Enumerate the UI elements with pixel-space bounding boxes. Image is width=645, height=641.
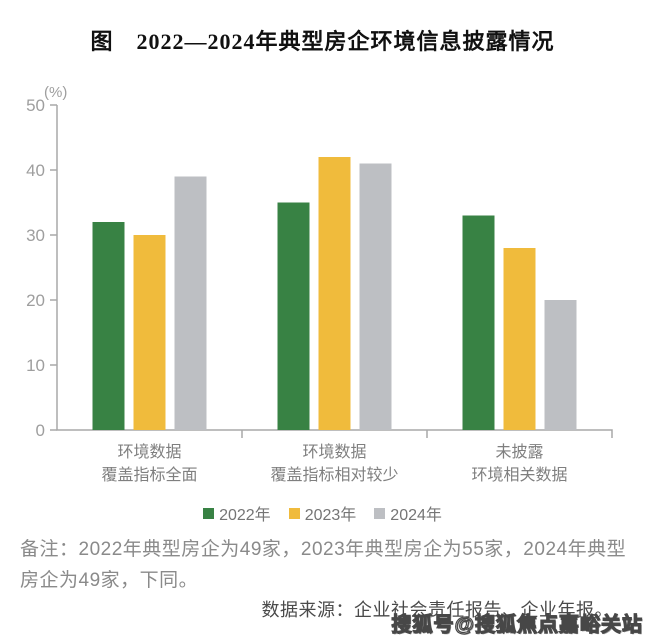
bar-2022年-group1 — [92, 222, 125, 430]
note-text: 备注：2022年典型房企为49家，2023年典型房企为55家，2024年典型房企… — [20, 539, 627, 591]
bar-2022年-group2 — [277, 202, 310, 430]
x-category-label: 环境数据覆盖指标全面 — [101, 442, 197, 484]
bar-2022年-group3 — [462, 215, 495, 430]
chart-title: 图 2022—2024年典型房企环境信息披露情况 — [90, 29, 555, 54]
legend-item-2022: 2022年 — [203, 501, 271, 525]
legend-label-2022: 2022年 — [219, 507, 271, 524]
y-tick-label: 0 — [36, 421, 45, 440]
bar-2023年-group3 — [503, 248, 536, 430]
legend-item-2024: 2024年 — [374, 501, 442, 525]
y-tick-label: 40 — [26, 161, 45, 180]
source-text: 数据来源：企业社会责任报告、企业年报。 — [261, 600, 613, 620]
x-category-label: 未披露环境相关数据 — [471, 443, 567, 484]
bar-2024年-group3 — [544, 300, 577, 430]
y-tick-label: 50 — [26, 96, 45, 115]
legend-swatch-2022-icon — [203, 507, 215, 519]
y-tick-label: 30 — [26, 226, 45, 245]
watermark: 搜狐号@搜狐焦点嘉峪关站 — [391, 613, 643, 636]
legend-item-2023: 2023年 — [288, 501, 357, 525]
legend-swatch-2023-icon — [288, 507, 300, 519]
bar-2024年-group1 — [174, 176, 207, 430]
y-tick-label: 10 — [26, 356, 45, 375]
legend-label-2024: 2024年 — [390, 507, 442, 524]
legend-swatch-2024-icon — [374, 507, 386, 519]
x-category-label: 环境数据覆盖指标相对较少 — [270, 442, 398, 484]
y-tick-label: 20 — [26, 291, 45, 310]
y-axis-unit-label: (%) — [44, 84, 67, 101]
legend-label-2023: 2023年 — [304, 507, 357, 524]
bar-2023年-group1 — [133, 235, 166, 430]
legend: 2022年 2023年 2024年 — [0, 501, 645, 525]
bar-2023年-group2 — [318, 157, 351, 430]
bar-2024年-group2 — [359, 163, 392, 430]
